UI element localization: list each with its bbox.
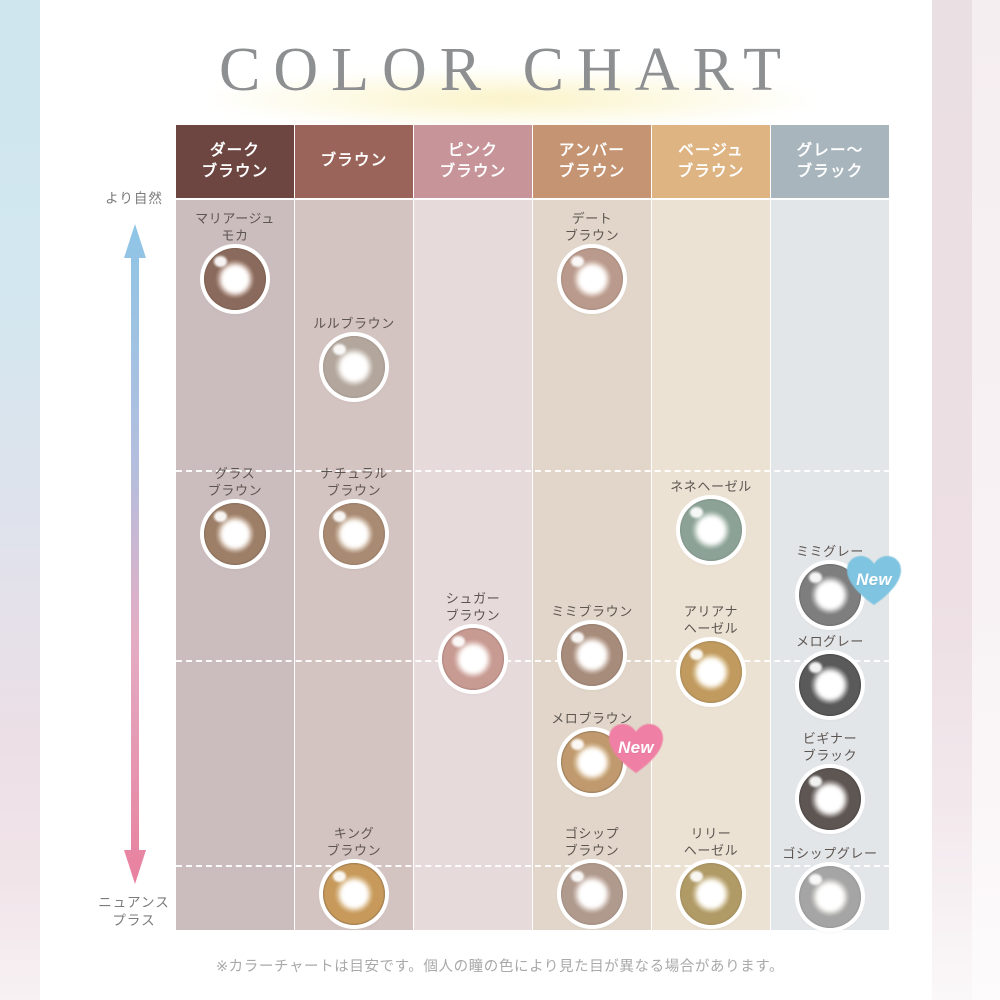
lens-swatch[interactable] (204, 248, 266, 311)
axis-label-top: より自然 (105, 191, 163, 206)
lens-item[interactable]: メロブラウン (533, 710, 651, 794)
lens-name: ミミブラウン (551, 604, 633, 619)
lens-name: ビギナー ブラック (802, 731, 858, 764)
right-edge-inner-gradient (972, 0, 1000, 1000)
chart-column: ブラウン (295, 125, 413, 930)
lens-swatch[interactable] (561, 248, 623, 311)
lens-item[interactable]: メログレー (771, 633, 889, 717)
lens-name: リリー ヘーゼル (683, 826, 739, 859)
row-divider (176, 660, 890, 662)
lens-item[interactable]: グラス ブラウン (176, 465, 294, 566)
lens-name: キング ブラウン (326, 826, 382, 859)
lens-item[interactable]: リリー ヘーゼル (652, 825, 770, 926)
chart-column: アンバー ブラウン (533, 125, 651, 930)
lens-item[interactable]: キング ブラウン (295, 825, 413, 926)
column-header[interactable]: ベージュ ブラウン (652, 125, 770, 198)
lens-pupil-highlight (696, 658, 726, 687)
lens-name: ルルブラウン (313, 316, 395, 331)
lens-pupil-highlight (339, 520, 369, 549)
lens-item[interactable]: ビギナー ブラック (771, 730, 889, 831)
lens-swatch[interactable] (323, 336, 385, 399)
lens-pupil-highlight (696, 515, 726, 545)
lens-pupil-highlight (577, 640, 607, 670)
lens-swatch[interactable] (204, 503, 266, 566)
row-divider (176, 470, 890, 472)
lens-pupil-highlight (577, 265, 607, 294)
lens-pupil-highlight (339, 880, 369, 909)
right-edge-gradient (932, 0, 1000, 1000)
lens-swatch[interactable] (799, 654, 861, 717)
new-badge: New (845, 555, 903, 607)
lens-swatch[interactable] (442, 628, 504, 691)
lens-name: ミミグレー (795, 544, 864, 559)
chart-column: ピンク ブラウン (414, 125, 532, 930)
lens-pupil-highlight (220, 520, 250, 549)
lens-name: ネネヘーゼル (670, 479, 752, 494)
title-area: COLOR CHART (0, 18, 1000, 128)
lens-pupil-highlight (339, 352, 369, 382)
lens-item[interactable]: ゴシップグレー (771, 845, 889, 929)
lens-item[interactable]: ミミブラウン (533, 603, 651, 687)
column-header[interactable]: グレー〜 ブラック (771, 125, 889, 198)
color-chart-grid: ダーク ブラウン ブラウン ピンク ブラウン アンバー ブラウン ベージュ ブラウン グレ… (176, 125, 901, 930)
lens-swatch[interactable] (561, 863, 623, 926)
lens-swatch[interactable] (680, 641, 742, 704)
lens-swatch[interactable] (799, 768, 861, 831)
lens-name: デート ブラウン (564, 211, 620, 244)
lens-swatch[interactable] (680, 863, 742, 926)
row-divider (176, 865, 890, 867)
heart-icon (609, 724, 663, 773)
lens-swatch[interactable] (323, 503, 385, 566)
lens-name: グラス ブラウン (207, 466, 263, 499)
lens-item[interactable]: ルルブラウン (295, 315, 413, 399)
lens-item[interactable]: シュガー ブラウン (414, 590, 532, 691)
gradient-double-arrow-icon (124, 224, 146, 884)
naturalness-axis: より自然 ニュアンス プラス (86, 190, 182, 930)
lens-name: メログレー (795, 634, 864, 649)
column-header[interactable]: ピンク ブラウン (414, 125, 532, 198)
heart-icon (847, 556, 901, 605)
page-title: COLOR CHART (218, 35, 795, 104)
lens-pupil-highlight (220, 265, 250, 294)
lens-swatch[interactable] (680, 499, 742, 562)
lens-name: シュガー ブラウン (445, 591, 501, 624)
lens-item[interactable]: ゴシップ ブラウン (533, 825, 651, 926)
chart-column: ベージュ ブラウン (652, 125, 770, 930)
footnote: ※カラーチャートは目安です。個人の瞳の色により見た目が異なる場合があります。 (215, 959, 785, 975)
lens-item[interactable]: デート ブラウン (533, 210, 651, 311)
title-glow (210, 70, 810, 128)
lens-pupil-highlight (815, 580, 845, 610)
column-header[interactable]: ダーク ブラウン (176, 125, 294, 198)
axis-label-bottom: ニュアンス プラス (98, 894, 170, 928)
column-header[interactable]: アンバー ブラウン (533, 125, 651, 198)
lens-pupil-highlight (458, 645, 488, 674)
column-body (533, 200, 651, 930)
new-badge-label: New (618, 737, 654, 757)
column-body (652, 200, 770, 930)
lens-name: アリアナ ヘーゼル (683, 604, 739, 637)
lens-name: ゴシップグレー (782, 846, 878, 861)
new-badge: New (607, 723, 665, 775)
left-edge-gradient (0, 0, 40, 1000)
lens-name: マリアージュ モカ (195, 211, 275, 244)
lens-swatch[interactable] (799, 866, 861, 929)
lens-item[interactable]: ネネヘーゼル (652, 478, 770, 562)
column-header[interactable]: ブラウン (295, 125, 413, 198)
lens-item[interactable]: ナチュラル ブラウン (295, 465, 413, 566)
new-badge-label: New (856, 569, 892, 589)
lens-swatch[interactable] (323, 863, 385, 926)
lens-item[interactable]: アリアナ ヘーゼル (652, 603, 770, 704)
lens-pupil-highlight (577, 747, 607, 777)
lens-pupil-highlight (815, 785, 845, 814)
lens-item[interactable]: マリアージュ モカ (176, 210, 294, 311)
lens-name: メロブラウン (551, 711, 633, 726)
lens-pupil-highlight (815, 670, 845, 700)
lens-swatch[interactable] (561, 624, 623, 687)
lens-pupil-highlight (577, 880, 607, 909)
lens-name: ナチュラル ブラウン (319, 466, 388, 499)
column-body (414, 200, 532, 930)
lens-pupil-highlight (696, 880, 726, 909)
lens-name: ゴシップ ブラウン (564, 826, 620, 859)
lens-pupil-highlight (815, 882, 845, 912)
